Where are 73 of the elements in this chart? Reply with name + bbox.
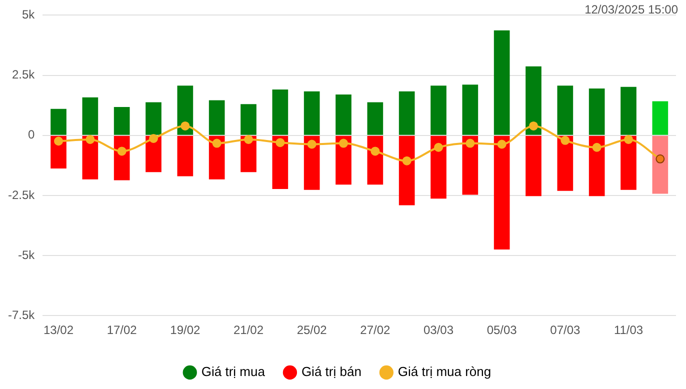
- bar: [588, 136, 605, 196]
- x-tick-label: 27/02: [360, 323, 391, 338]
- bar: [336, 136, 352, 185]
- point: [497, 140, 506, 149]
- bar: [146, 102, 162, 135]
- point: [624, 134, 633, 144]
- bar: [304, 136, 320, 190]
- bar: [177, 86, 194, 135]
- y-tick-label: -7.5k: [8, 308, 36, 322]
- point: [560, 136, 570, 145]
- bar: [114, 107, 130, 135]
- bar: [526, 136, 542, 196]
- bar: [272, 136, 288, 189]
- bar: [272, 89, 288, 135]
- point: [402, 156, 412, 166]
- legend-label: Giá trị bán: [301, 364, 362, 380]
- x-tick-label: 21/02: [233, 323, 264, 338]
- y-tick-label: 5k: [22, 8, 36, 22]
- bar: [430, 136, 446, 199]
- point: [212, 138, 222, 148]
- bar: [462, 136, 478, 195]
- x-tick-label: 07/03: [550, 323, 581, 338]
- bar: [494, 30, 510, 135]
- point: [307, 140, 316, 149]
- bar: [398, 136, 415, 206]
- y-tick-label: -2.5k: [8, 188, 36, 202]
- y-tick-label: 2.5k: [12, 68, 36, 82]
- point: [339, 138, 348, 148]
- point: [370, 146, 380, 156]
- bar: [557, 86, 574, 135]
- point: [54, 136, 64, 146]
- point: [117, 146, 126, 156]
- bar: [462, 84, 478, 135]
- y-tick-label: 0: [28, 128, 35, 142]
- legend-label: Giá trị mua ròng: [398, 364, 492, 380]
- point: [276, 138, 285, 148]
- bar: [367, 102, 384, 135]
- point: [656, 154, 665, 164]
- bar: [557, 136, 574, 191]
- point: [434, 142, 444, 152]
- point: [86, 134, 95, 144]
- bar: [652, 101, 668, 135]
- x-tick-label: 13/02: [43, 323, 74, 338]
- x-tick-label: 19/02: [170, 323, 201, 338]
- annotation: 12/03/2025 15:00: [584, 2, 678, 16]
- x-tick-label: 03/03: [423, 323, 454, 338]
- bar: [620, 136, 636, 190]
- bar: [620, 86, 636, 135]
- x-tick-label: 05/03: [486, 323, 518, 338]
- x-tick-label: 11/03: [614, 323, 644, 338]
- bar: [304, 91, 320, 135]
- bar: [82, 97, 98, 135]
- point: [529, 121, 538, 130]
- point: [180, 121, 190, 130]
- bar: [50, 108, 66, 135]
- point: [466, 138, 475, 148]
- bar: [588, 88, 605, 135]
- bar: [208, 100, 225, 135]
- bar: [494, 136, 510, 250]
- legend-label: Giá trị mua: [201, 364, 266, 380]
- bar: [177, 136, 194, 176]
- bar: [430, 86, 446, 135]
- x-tick-label: 17/02: [106, 323, 138, 338]
- point: [592, 142, 602, 152]
- bar: [240, 104, 256, 135]
- bar: [398, 91, 415, 135]
- point: [244, 134, 254, 144]
- point: [149, 134, 158, 143]
- x-tick-label: 25/02: [296, 323, 328, 338]
- bar: [336, 94, 352, 135]
- bar: [526, 66, 542, 135]
- bar: [652, 136, 668, 194]
- y-tick-label: -5k: [18, 248, 36, 262]
